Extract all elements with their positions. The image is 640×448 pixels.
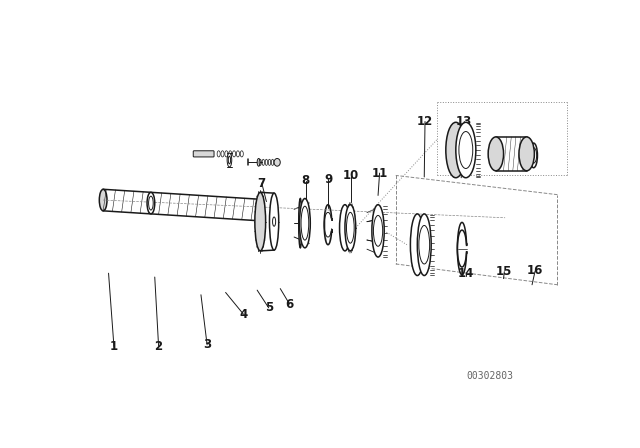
Ellipse shape (255, 192, 266, 251)
Text: 14: 14 (458, 267, 474, 280)
Ellipse shape (300, 198, 310, 248)
FancyBboxPatch shape (193, 151, 214, 157)
Ellipse shape (410, 214, 424, 276)
Text: 3: 3 (203, 338, 211, 351)
Text: 15: 15 (496, 265, 513, 278)
Text: 7: 7 (258, 177, 266, 190)
Ellipse shape (269, 193, 279, 250)
Text: 4: 4 (239, 307, 248, 320)
Ellipse shape (456, 122, 476, 178)
Ellipse shape (519, 137, 534, 171)
Text: 12: 12 (417, 115, 433, 128)
Ellipse shape (257, 159, 260, 166)
Text: 10: 10 (343, 169, 359, 182)
Ellipse shape (257, 199, 264, 221)
Ellipse shape (227, 153, 232, 167)
Ellipse shape (299, 198, 302, 248)
Ellipse shape (417, 214, 431, 276)
Text: 11: 11 (371, 167, 388, 180)
Text: 1: 1 (110, 340, 118, 353)
Ellipse shape (446, 122, 466, 178)
Text: 6: 6 (285, 297, 294, 310)
Text: 16: 16 (527, 264, 543, 277)
Ellipse shape (99, 189, 107, 211)
Ellipse shape (274, 159, 280, 166)
Text: 5: 5 (264, 302, 273, 314)
Ellipse shape (340, 205, 350, 251)
Ellipse shape (345, 205, 356, 251)
Text: 9: 9 (324, 173, 332, 186)
Text: 2: 2 (154, 340, 163, 353)
Text: 00302803: 00302803 (466, 370, 513, 381)
Ellipse shape (147, 192, 155, 214)
Ellipse shape (372, 205, 384, 257)
Ellipse shape (530, 143, 538, 168)
Text: 13: 13 (456, 115, 472, 128)
Text: 8: 8 (301, 174, 310, 187)
Ellipse shape (488, 137, 504, 171)
